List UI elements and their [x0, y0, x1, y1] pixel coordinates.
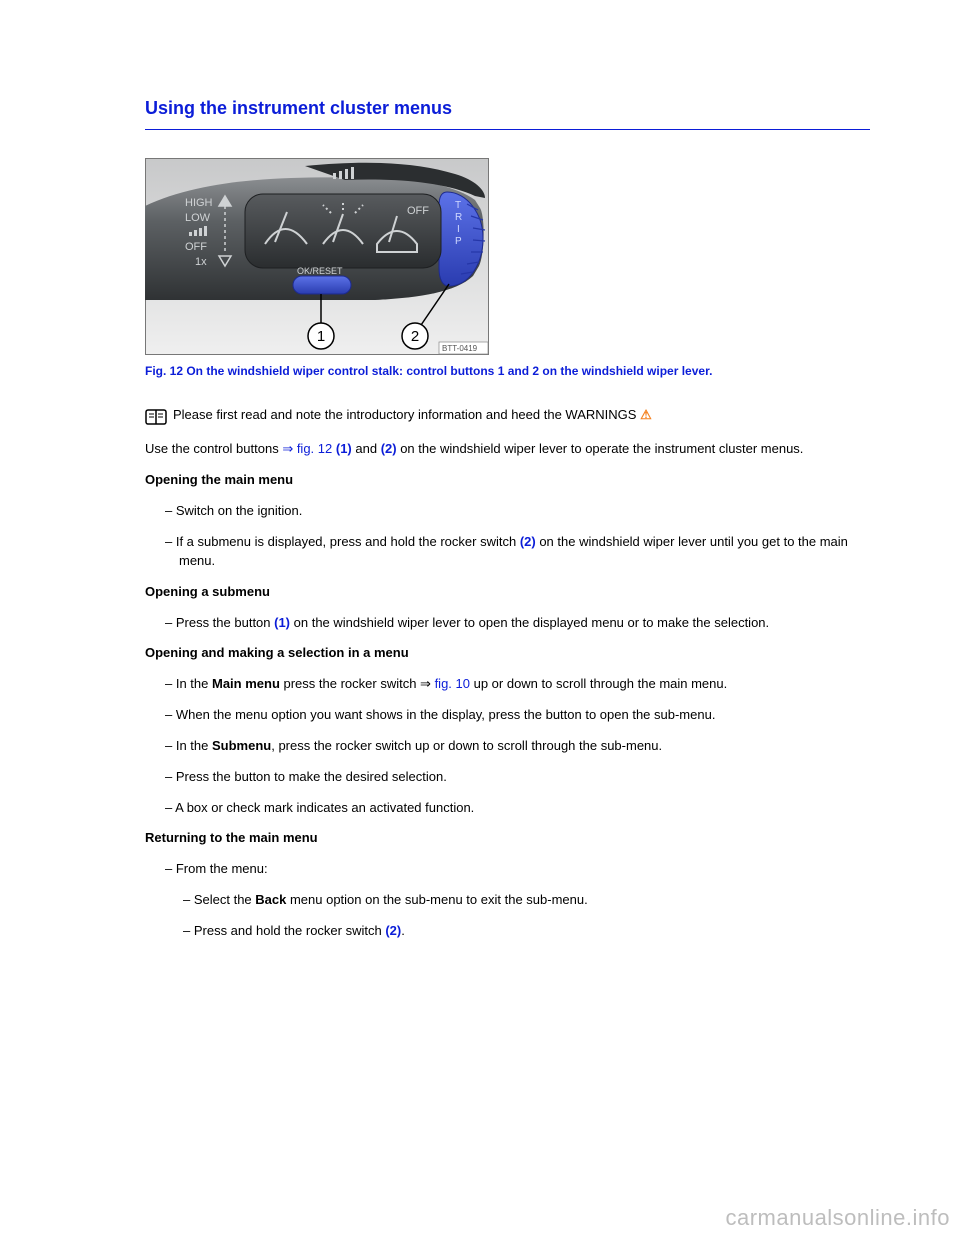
fig12-link[interactable]: ⇒ fig. 12: [282, 441, 332, 456]
sel1d: up or down to scroll through the main me…: [470, 676, 727, 691]
subhead-open-main: Opening the main menu: [145, 471, 870, 490]
page-container: Using the instrument cluster menus: [0, 0, 960, 941]
paragraph-controls: Use the control buttons ⇒ fig. 12 (1) an…: [145, 440, 870, 459]
book-icon: [145, 408, 167, 428]
open-main-list: Switch on the ignition. If a submenu is …: [145, 502, 870, 571]
p-and: and: [355, 441, 380, 456]
trip-r: R: [455, 212, 462, 223]
sel3a: In the: [176, 738, 212, 753]
ret1c: menu option on the sub-menu to exit the …: [286, 892, 587, 907]
off-label: OFF: [185, 241, 207, 253]
subhead-select: Opening and making a selection in a menu: [145, 644, 870, 663]
ret2b: .: [401, 923, 405, 938]
p-pre: Use the control buttons: [145, 441, 282, 456]
warning-icon: ⚠: [640, 407, 652, 422]
select-item-2: When the menu option you want shows in t…: [165, 706, 870, 725]
fig10-link[interactable]: fig. 10: [435, 676, 470, 691]
ret2ref: (2): [385, 923, 401, 938]
high-label: HIGH: [185, 197, 213, 209]
sub1-ref: (1): [274, 615, 290, 630]
callout-1-ref: (1): [336, 441, 352, 456]
sub1-post: on the windshield wiper lever to open th…: [294, 615, 770, 630]
subhead-return: Returning to the main menu: [145, 829, 870, 848]
select-item-5: A box or check mark indicates an activat…: [165, 799, 870, 818]
sel3c: , press the rocker switch up or down to …: [271, 738, 662, 753]
submenu-item-1: Press the button (1) on the windshield w…: [165, 614, 870, 633]
p-post: on the windshield wiper lever to operate…: [400, 441, 803, 456]
panel-off-label: OFF: [407, 205, 429, 217]
sel3b: Submenu: [212, 738, 271, 753]
open-item2-ref: (2): [520, 534, 536, 549]
select-item-4: Press the button to make the desired sel…: [165, 768, 870, 787]
select-item-3: In the Submenu, press the rocker switch …: [165, 737, 870, 756]
trip-i: I: [457, 224, 460, 235]
trip-t: T: [455, 200, 461, 211]
return-sublist: Select the Back menu option on the sub-m…: [145, 891, 870, 941]
low-label: LOW: [185, 212, 211, 224]
callout-1: 1: [317, 328, 325, 345]
return-sub-1: Select the Back menu option on the sub-m…: [183, 891, 870, 910]
sub1-pre: Press the button: [176, 615, 274, 630]
intro-paragraph: Please first read and note the introduct…: [145, 406, 870, 428]
select-list: In the Main menu press the rocker switch…: [145, 675, 870, 817]
return-list: From the menu:: [145, 860, 870, 879]
select-item-1: In the Main menu press the rocker switch…: [165, 675, 870, 694]
ret1b: Back: [255, 892, 286, 907]
sel1a: In the: [176, 676, 212, 691]
ok-reset-label: OK/RESET: [297, 266, 343, 276]
callout-2-ref: (2): [381, 441, 397, 456]
return-sub-2: Press and hold the rocker switch (2).: [183, 922, 870, 941]
open-item-2: If a submenu is displayed, press and hol…: [165, 533, 870, 571]
open-item-1: Switch on the ignition.: [165, 502, 870, 521]
wiper-lever-illustration: T R I P O: [145, 158, 489, 355]
ret2a: Press and hold the rocker switch: [194, 923, 385, 938]
section-heading: Using the instrument cluster menus: [145, 95, 870, 130]
sel1c: press the rocker switch ⇒: [280, 676, 435, 691]
ret1a: Select the: [194, 892, 255, 907]
onex-label: 1x: [195, 256, 207, 268]
trip-p: P: [455, 236, 462, 247]
callout-2: 2: [411, 328, 419, 345]
corner-code: BTT-0419: [442, 344, 478, 353]
figure-caption: Fig. 12 On the windshield wiper control …: [145, 363, 870, 380]
open-item2-pre: If a submenu is displayed, press and hol…: [176, 534, 520, 549]
sel1b: Main menu: [212, 676, 280, 691]
intro-text: Please first read and note the introduct…: [173, 407, 636, 422]
watermark: carmanualsonline.info: [725, 1202, 950, 1234]
figure: T R I P O: [145, 158, 870, 355]
submenu-list: Press the button (1) on the windshield w…: [145, 614, 870, 633]
return-from-menu: From the menu:: [165, 860, 870, 879]
subhead-submenu: Opening a submenu: [145, 583, 870, 602]
